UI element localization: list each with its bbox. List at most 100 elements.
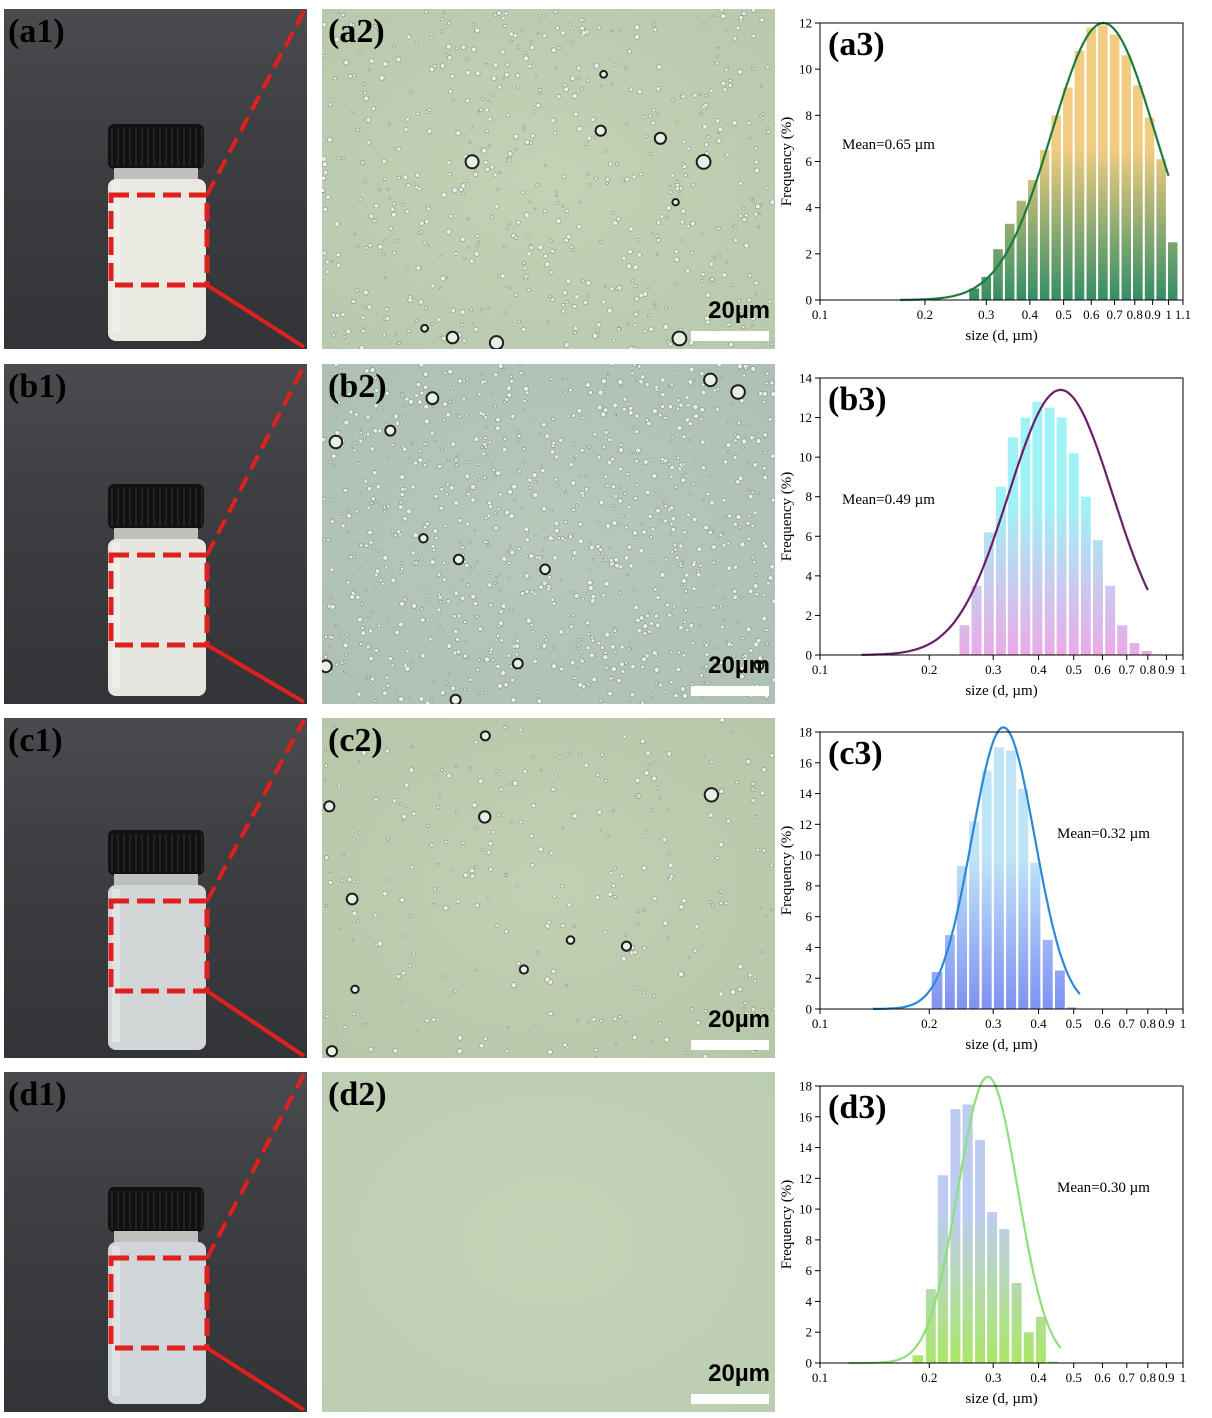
droplet-field <box>323 718 775 1058</box>
scale-bar <box>691 686 769 696</box>
y-axis-label: Frequency (%) <box>779 826 795 916</box>
y-tick-label: 12 <box>799 410 812 425</box>
x-tick-label: 0.3 <box>985 662 1001 677</box>
x-axis-label: size (d, µm) <box>965 1037 1037 1053</box>
histogram-bar <box>1141 651 1152 655</box>
fit-curve <box>861 388 1149 656</box>
histogram-svg: 0 2 4 6 8 10 12 14 0.1 0.2 0.3 0.4 0.5 0.6 0.7 0.8 0.9 1 s… <box>779 371 1186 700</box>
histogram-chart: 0 2 4 6 8 10 12 0.1 0.2 0.3 0.4 0.5 0.6 0.7 0.8 0.9 1 1.1… <box>778 9 1208 349</box>
histogram-bar <box>1018 788 1029 1009</box>
y-tick-label: 4 <box>806 1294 813 1309</box>
zoom-box <box>108 1255 210 1351</box>
histogram-bar <box>1156 159 1166 300</box>
x-tick-label: 0.4 <box>1022 307 1039 322</box>
y-tick-label: 8 <box>806 1232 813 1247</box>
histogram-bar <box>1068 453 1079 655</box>
histogram-bar <box>1066 1007 1077 1009</box>
photo-panel-label: (c1) <box>8 722 63 759</box>
histogram-bar <box>1028 180 1038 300</box>
y-tick-label: 2 <box>806 1325 813 1340</box>
x-tick-label: 0.4 <box>1030 1370 1047 1385</box>
micrograph: (d2) 20µm <box>322 1072 775 1412</box>
cap-shape <box>108 830 204 875</box>
y-tick-label: 10 <box>799 450 812 465</box>
y-tick-label: 16 <box>799 1109 813 1124</box>
zoom-line-bottom <box>205 1346 306 1412</box>
histogram-bar <box>1006 750 1017 1009</box>
vial-neck <box>114 874 198 886</box>
cap-shape <box>108 484 204 529</box>
y-tick-label: 18 <box>799 725 812 740</box>
y-tick-label: 0 <box>806 1002 813 1017</box>
vial-photo: (b1) <box>4 364 307 704</box>
x-tick-label: 0.4 <box>1030 1016 1047 1031</box>
y-tick-label: 0 <box>806 293 813 308</box>
y-tick-label: 6 <box>806 529 813 544</box>
zoom-box <box>108 552 210 648</box>
histogram-bar <box>1105 585 1116 656</box>
x-tick-label: 0.2 <box>921 662 937 677</box>
histogram-bar <box>996 486 1006 655</box>
x-tick-label: 0.5 <box>1066 662 1082 677</box>
y-tick-label: 12 <box>799 817 812 832</box>
x-tick-label: 0.1 <box>812 1016 828 1031</box>
y-tick-label: 6 <box>806 154 813 169</box>
y-axis-label: Frequency (%) <box>779 472 795 562</box>
figure-row: (a1) (a2) 20µm 0 2 4 6 8 10 12 0.1 0.2 0.3 0.4 0.5 0.6 0… <box>0 9 1212 349</box>
histogram-bar <box>999 1229 1010 1363</box>
figure-row: (d1) (d2) 20µm 0 2 4 6 8 10 12 14 16 18 0.1 0.2 0.3 0.4 0… <box>0 1072 1212 1412</box>
zoom-line-top <box>205 365 306 556</box>
histogram-bar <box>1056 417 1067 655</box>
y-tick-label: 10 <box>799 62 812 77</box>
histogram-bar <box>912 1355 924 1363</box>
histogram-bar <box>931 972 943 1009</box>
chart-panel-label: (d3) <box>828 1089 887 1126</box>
x-tick-label: 0.4 <box>1030 662 1047 677</box>
histogram-bar <box>1168 242 1178 300</box>
y-tick-label: 0 <box>806 1356 813 1371</box>
histogram-bar <box>1016 200 1027 300</box>
x-tick-label: 1 <box>1180 1370 1187 1385</box>
fit-curve <box>873 726 1081 1010</box>
x-tick-label: 0.8 <box>1140 1016 1156 1031</box>
y-tick-label: 14 <box>799 1140 813 1155</box>
histogram-bar <box>950 1109 961 1363</box>
mean-annotation: Mean=0.32 µm <box>1057 826 1150 842</box>
vial-photo: (a1) <box>4 9 307 349</box>
histogram-svg: 0 2 4 6 8 10 12 14 16 18 0.1 0.2 0.3 0.4 0.5 0.6 0.7 0.8 0… <box>779 1075 1187 1407</box>
figure-row: (b1) (b2) 20µm 0 2 4 6 8 10 12 14 0.1 0.2 0.3 0.4 0.5 0.… <box>0 364 1212 704</box>
histogram-chart: 0 2 4 6 8 10 12 14 16 18 0.1 0.2 0.3 0.4 0.5 0.6 0.7 0.8 0… <box>778 1072 1208 1412</box>
x-axis-label: size (d, µm) <box>965 683 1037 699</box>
vial-illustration <box>108 10 306 349</box>
histogram-bar <box>1020 417 1031 655</box>
micro-panel-label: (c2) <box>328 722 383 759</box>
vial-photo: (c1) <box>4 718 307 1058</box>
histogram-bar <box>1051 115 1061 300</box>
histogram-bar <box>1030 862 1041 1009</box>
histogram-bar <box>1039 150 1050 300</box>
cap-shape <box>108 124 204 169</box>
histogram-bar <box>987 1212 998 1363</box>
x-tick-label: 0.9 <box>1158 662 1174 677</box>
histogram-bar <box>1109 34 1120 300</box>
histogram-bar <box>1080 496 1091 655</box>
zoom-line-bottom <box>205 643 306 704</box>
histogram-bar <box>1092 540 1103 655</box>
histogram-bar <box>1098 25 1108 301</box>
y-axis-label: Frequency (%) <box>779 1180 795 1270</box>
x-tick-label: 0.9 <box>1158 1016 1174 1031</box>
y-tick-label: 18 <box>799 1079 812 1094</box>
histogram-bar <box>925 1289 936 1363</box>
histogram-bar <box>981 770 992 1009</box>
zoom-box <box>108 192 210 288</box>
histogram-bar <box>984 532 994 655</box>
y-tick-label: 4 <box>806 568 813 583</box>
x-tick-label: 0.2 <box>921 1370 937 1385</box>
y-tick-label: 0 <box>806 648 813 663</box>
plot-frame <box>819 731 1184 1010</box>
histogram-bar <box>993 249 1003 300</box>
x-tick-label: 0.3 <box>985 1370 1001 1385</box>
zoom-line-bottom <box>205 283 306 349</box>
zoom-line-top <box>205 1073 306 1259</box>
histogram-bar <box>959 625 970 655</box>
